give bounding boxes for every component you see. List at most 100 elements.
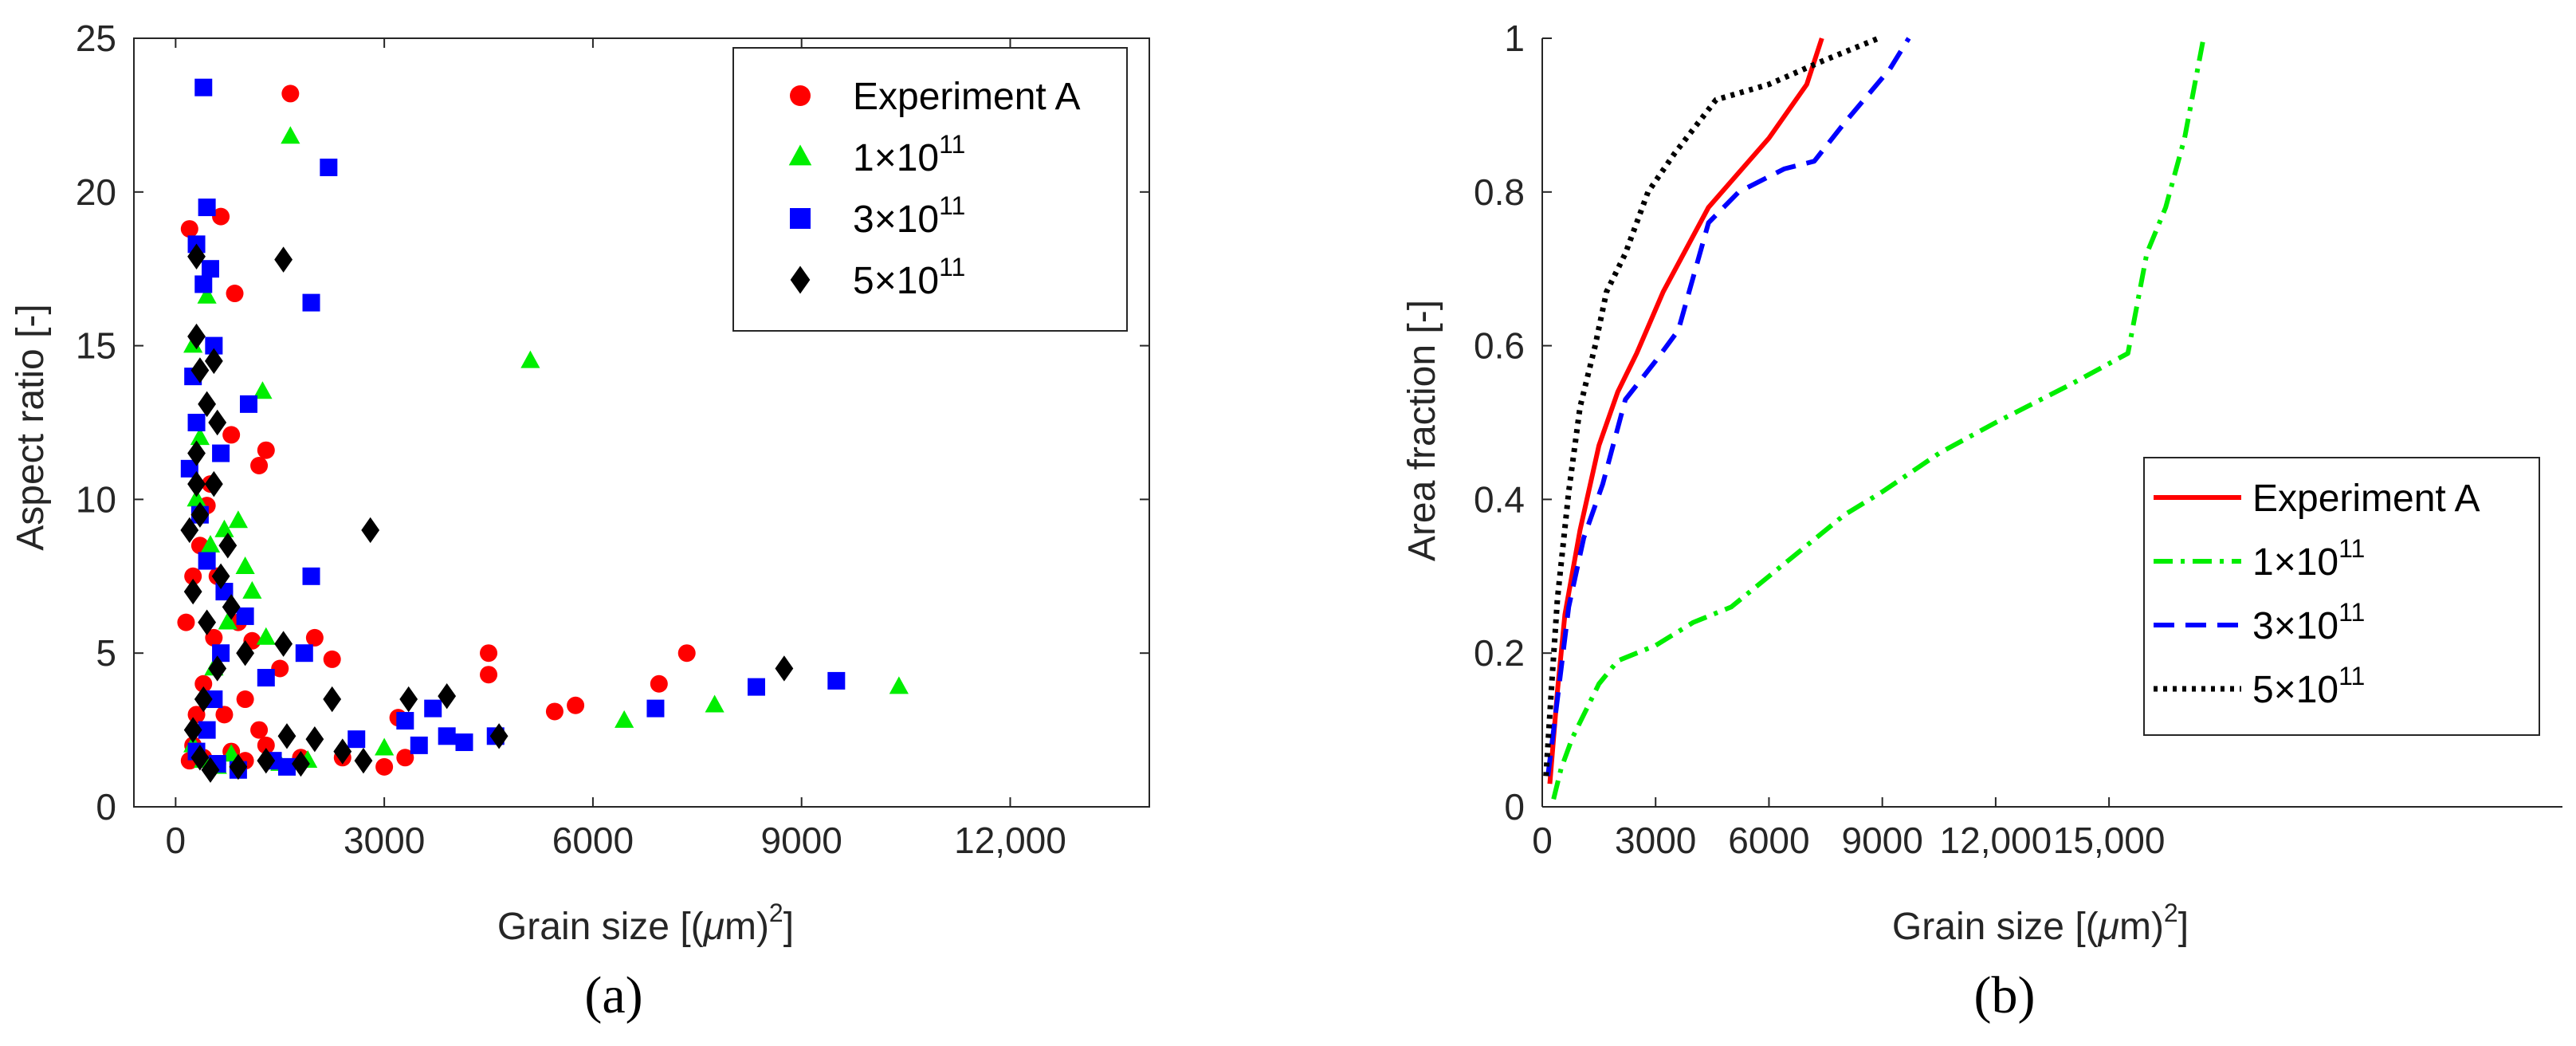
chart-a-point [438,727,456,745]
chart-a-point [480,666,498,684]
chart-a-point [180,459,198,478]
chart-a-point [438,682,457,710]
chart-a-point [204,348,223,375]
chart-a-point [187,243,206,269]
chart-a-ytick-label: 0 [96,786,116,828]
chart-a-xlabel-pre: Grain size [( [497,906,704,948]
chart-a-legend: Experiment A 1×1011 3×1011 5×1011 [732,47,1128,332]
chart-a-point [204,470,223,497]
chart-a-point [190,501,210,528]
chart-a-legend-marker [790,265,811,294]
chart-a-point [177,613,195,631]
chart-a-point [212,207,230,226]
chart-a-point [242,580,262,599]
chart-a-subfigure-label: (a) [584,966,642,1024]
chart-a-point [236,607,254,625]
chart-a-xlabel-end: ] [783,906,794,948]
chart-a-point [250,721,269,739]
chart-b-legend-label: Experiment A [2252,478,2480,520]
chart-b-xlabel-end: ] [2178,906,2189,948]
chart-a-point [323,686,342,713]
chart-b-xlabel-sup: 2 [2164,899,2178,927]
chart-a-legend-marker [790,208,811,229]
chart-a-point [198,391,217,418]
chart-a-point [187,323,206,350]
chart-b-tick-labels: 0 3000 6000 9000 12,000 15,000 0 0.2 0.4 0.6 0.8 1 [1474,18,2165,861]
chart-a-point [677,644,696,663]
chart-a-legend-marker [790,85,811,106]
chart-a-point [545,702,564,721]
chart-a-point [239,395,257,413]
chart-a-point [396,749,414,767]
chart-a-point [197,285,217,304]
chart-a-xtick-label: 6000 [552,820,634,861]
chart-a-point [274,631,293,657]
chart-a-legend-label: Experiment A [853,76,1080,118]
chart-b-xlabel: Grain size [(μm)2] [1892,899,2189,948]
chart-a-point [520,350,540,368]
chart-a-legend-label: 1×1011 [853,130,965,179]
chart-a-point [198,721,216,739]
chart-a-point [190,357,210,383]
chart-a-point [271,659,289,678]
chart-a-point [194,275,213,293]
chart-a-point [201,260,219,278]
chart-a-point [889,676,909,694]
chart-a-point [228,510,248,529]
chart-a-point [277,757,296,776]
chart-b-legend-label: 3×1011 [2252,598,2365,647]
chart-a-tick-labels: 0 3000 6000 9000 12,000 0 5 10 15 20 25 [76,18,1066,861]
chart-a-xlabel-post: m) [724,906,769,948]
chart-a-ylabel: Aspect ratio [-] [10,304,52,550]
chart-a-point [323,650,341,668]
chart-b-xlabel-post: m) [2119,906,2164,948]
chart-a: 0 3000 6000 9000 12,000 0 5 10 15 20 25 Aspect rat… [10,18,1150,1024]
chart-a-point [187,440,206,466]
chart-a-point [208,409,227,436]
chart-b-xtick-label: 6000 [1728,820,1809,861]
chart-a-point [187,470,206,497]
chart-b-ytick-label: 1 [1504,18,1525,59]
chart-a-series-3 [180,243,794,783]
chart-b-legend-label: 5×1011 [2252,662,2365,711]
chart-b-legend-box [2143,457,2540,736]
chart-a-xtick-label: 9000 [761,820,842,861]
chart-a-legend-label: 3×1011 [853,191,965,241]
chart-a-xlabel: Grain size [(μm)2] [497,899,794,948]
chart-b-xtick-label: 15,000 [2053,820,2166,861]
chart-a-point [827,671,846,690]
chart-a-point [396,712,414,730]
chart-a-point [212,444,230,462]
chart-a-point [222,426,241,444]
chart-a-point [646,699,665,718]
chart-a-point [650,674,668,693]
chart-a-points [177,78,909,783]
chart-a-point [215,706,234,724]
chart-a-point [190,427,210,446]
chart-b-ytick-label: 0.8 [1474,171,1525,213]
chart-b-xtick-label: 12,000 [1940,820,2052,861]
chart-a-point [410,736,428,754]
chart-a-point [489,723,509,749]
chart-b-series-line-0 [1547,37,1824,784]
chart-a-point [187,414,206,431]
chart-a-point [320,158,338,176]
chart-a-series-0 [177,85,696,776]
chart-a-legend-marker [788,144,812,166]
chart-b-lines [1543,35,2206,800]
chart-a-point [198,609,217,635]
chart-a-point [361,517,380,544]
chart-a-xlabel-mu: μ [702,906,724,948]
chart-a-point [348,730,366,749]
chart-a-point [183,578,202,605]
chart-a-point [187,489,206,507]
chart-a-point [194,674,213,693]
chart-a-point [775,655,794,682]
chart-a-point [184,567,202,585]
chart-b-legend: Experiment A 1×1011 3×1011 5×1011 [2143,457,2540,736]
chart-b-ytick-label: 0 [1504,786,1525,828]
chart-a-point [222,594,241,620]
chart-a-point [295,644,313,663]
chart-a-xtick-label: 0 [166,820,187,861]
chart-a-point [257,747,276,774]
